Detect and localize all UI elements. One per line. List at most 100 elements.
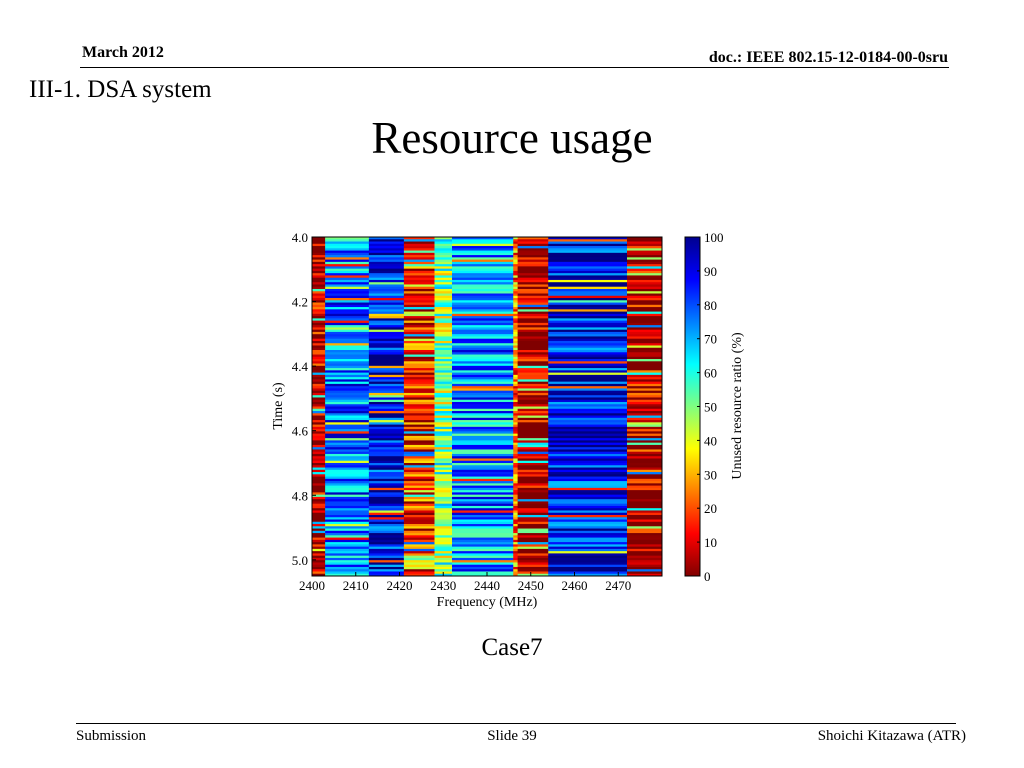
colorbar-label: Unused resource ratio (%) (730, 332, 745, 480)
heatmap-cell-4-146 (434, 566, 453, 570)
heatmap-cell-8-35 (548, 316, 628, 319)
heatmap-cell-6-144 (513, 562, 519, 566)
heatmap-cell-4-71 (434, 397, 453, 401)
heatmap-cell-7-115 (517, 496, 549, 500)
heatmap-cell-4-105 (434, 474, 453, 477)
heatmap-cell-3-81 (403, 420, 435, 423)
heatmap-cell-2-138 (368, 548, 405, 552)
heatmap-cell-6-116 (513, 499, 519, 502)
heatmap-cell-8-30 (548, 304, 628, 308)
heatmap-cell-6-39 (513, 325, 519, 328)
heatmap-cell-2-125 (368, 519, 405, 523)
heatmap-cell-0-29 (312, 302, 326, 306)
heatmap-cell-3-63 (403, 379, 435, 383)
heatmap-cell-7-21 (517, 284, 549, 288)
heatmap-cell-4-104 (434, 472, 453, 475)
heatmap-cell-4-63 (434, 379, 453, 383)
heatmap-cell-7-82 (517, 422, 549, 425)
heatmap-cell-6-108 (513, 481, 519, 484)
heatmap-cell-8-121 (548, 510, 628, 514)
heatmap-cell-6-23 (513, 288, 519, 292)
heatmap-cell-1-104 (325, 472, 370, 475)
heatmap-cell-6-118 (513, 503, 519, 507)
heatmap-cell-1-118 (325, 503, 370, 507)
heatmap-cell-7-38 (517, 322, 549, 326)
heatmap-cell-1-45 (325, 338, 370, 342)
heatmap-cell-8-64 (548, 381, 628, 385)
heatmap-cell-2-77 (368, 411, 405, 414)
heatmap-cell-0-147 (312, 569, 326, 572)
heatmap-cell-1-60 (325, 372, 370, 376)
heatmap-cell-0-18 (312, 277, 326, 281)
heatmap-cell-4-44 (434, 336, 453, 340)
x-tick-label-2430: 2430 (430, 578, 456, 593)
y-tick-label-5: 5.0 (292, 553, 308, 568)
heatmap-cell-1-29 (325, 302, 370, 306)
heatmap-cell-5-83 (452, 424, 514, 428)
heatmap-cell-1-15 (325, 270, 370, 274)
heatmap-cell-4-110 (434, 485, 453, 489)
heatmap-cell-4-121 (434, 510, 453, 514)
heatmap-cell-4-53 (434, 356, 453, 360)
heatmap-cell-9-27 (627, 298, 663, 301)
heatmap-cell-7-145 (517, 564, 549, 568)
heatmap-cell-7-84 (517, 426, 549, 430)
heatmap-cell-8-11 (548, 261, 628, 265)
heatmap-cell-5-58 (452, 368, 514, 371)
heatmap-cell-5-139 (452, 551, 514, 554)
heatmap-cell-9-62 (627, 377, 663, 380)
heatmap-cell-7-148 (517, 571, 549, 575)
heatmap-cell-8-134 (548, 539, 628, 543)
heatmap-cell-0-43 (312, 334, 326, 337)
heatmap-cell-0-61 (312, 374, 326, 378)
heatmap-cell-4-79 (434, 415, 453, 419)
heatmap-cell-9-36 (627, 318, 663, 322)
heatmap-cell-9-20 (627, 282, 663, 285)
heatmap-cell-3-113 (403, 492, 435, 496)
heatmap-cell-8-101 (548, 465, 628, 468)
heatmap-cell-0-139 (312, 551, 326, 554)
heatmap-cell-1-84 (325, 426, 370, 430)
heatmap-cell-9-57 (627, 365, 663, 369)
heatmap-cell-5-82 (452, 422, 514, 425)
heatmap-cell-1-6 (325, 250, 370, 254)
heatmap-cell-0-132 (312, 535, 326, 538)
heatmap-cell-9-111 (627, 487, 663, 491)
heatmap-cell-7-93 (517, 447, 549, 450)
heatmap-cell-3-99 (403, 460, 435, 464)
heatmap-cell-5-89 (452, 438, 514, 441)
heatmap-cell-8-147 (548, 569, 628, 572)
heatmap-cell-4-5 (434, 248, 453, 251)
heatmap-cell-6-129 (513, 528, 519, 532)
heatmap-cell-6-95 (513, 451, 519, 455)
heatmap-cell-1-66 (325, 386, 370, 389)
heatmap-cell-8-50 (548, 350, 628, 353)
y-tick-label-4.2: 4.2 (292, 295, 308, 310)
heatmap-cell-1-143 (325, 560, 370, 563)
heatmap-cell-4-39 (434, 325, 453, 328)
heatmap-cell-6-109 (513, 483, 519, 486)
heatmap-cell-5-127 (452, 524, 514, 527)
heatmap-cell-8-21 (548, 284, 628, 288)
heatmap-cell-4-122 (434, 512, 453, 516)
heatmap-cell-3-140 (403, 553, 435, 557)
heatmap-cell-2-55 (368, 361, 405, 364)
heatmap-cell-2-61 (368, 374, 405, 378)
heatmap-cell-4-84 (434, 426, 453, 430)
heatmap-cell-8-17 (548, 275, 628, 279)
heatmap-cell-2-68 (368, 390, 405, 394)
heatmap-cell-8-16 (548, 273, 628, 276)
heatmap-cell-2-82 (368, 422, 405, 425)
heatmap-cell-4-74 (434, 404, 453, 407)
heatmap-cell-9-33 (627, 311, 663, 315)
heatmap-cell-7-89 (517, 438, 549, 441)
heatmap-cell-2-37 (368, 320, 405, 324)
heatmap-cell-1-33 (325, 311, 370, 315)
heatmap-cell-8-107 (548, 478, 628, 482)
heatmap-cell-6-48 (513, 345, 519, 349)
heatmap-cell-0-84 (312, 426, 326, 430)
heatmap-cell-6-27 (513, 298, 519, 301)
heatmap-cell-1-35 (325, 316, 370, 319)
heatmap-cell-3-19 (403, 279, 435, 283)
heatmap-cell-2-126 (368, 521, 405, 525)
